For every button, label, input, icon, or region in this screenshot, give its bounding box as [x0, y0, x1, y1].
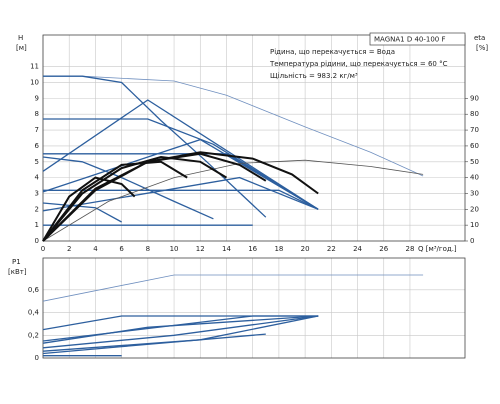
y-tick-label: 3 [35, 189, 39, 197]
series-line [42, 99, 319, 210]
y-tick-label: 0 [35, 354, 39, 362]
y2-tick-label: 0 [470, 237, 474, 245]
series-line [42, 156, 214, 220]
series-line [42, 159, 424, 242]
y2-tick-label: 80 [470, 110, 479, 118]
series-line [42, 151, 319, 242]
y2-tick-label: 20 [470, 205, 479, 213]
annotation: Рідина, що перекачується = Вода [270, 48, 395, 56]
x-tick-label: 8 [146, 245, 150, 253]
y-tick-label: 0,6 [28, 286, 40, 294]
series-line [42, 315, 319, 331]
y2-axis-label: eta [474, 34, 485, 42]
y2-tick-label: 70 [470, 126, 479, 134]
y-tick-label: 2 [35, 205, 39, 213]
plot-frame [42, 257, 466, 359]
y2-tick-label: 30 [470, 189, 479, 197]
y-tick-label: 6 [35, 142, 40, 150]
plot-frame [42, 34, 466, 242]
y2-tick-label: 60 [470, 142, 479, 150]
y-tick-label: 1 [35, 221, 39, 229]
x-tick-label: 0 [41, 245, 45, 253]
series-line [42, 160, 188, 242]
series-line [42, 202, 122, 223]
y2-tick-label: 90 [470, 94, 479, 102]
series-line [42, 315, 319, 349]
x-tick-label: 20 [301, 245, 310, 253]
series-line [42, 315, 319, 344]
title-box [369, 32, 466, 46]
series-line [42, 176, 319, 212]
x-tick-label: 2 [67, 245, 71, 253]
y-tick-label: 5 [35, 158, 39, 166]
y-tick-label: 10 [30, 79, 39, 87]
x-tick-label: 16 [248, 245, 257, 253]
y-tick-label: 9 [35, 94, 39, 102]
y2-tick-label: 10 [470, 221, 479, 229]
series-line [42, 274, 424, 302]
y2-axis-unit: [%] [476, 44, 488, 52]
x-tick-label: 12 [196, 245, 205, 253]
y-axis-unit: [кВт] [8, 268, 27, 276]
annotation: Температура рідини, що перекачується = 6… [269, 60, 448, 68]
x-tick-label: 4 [93, 245, 98, 253]
y2-tick-label: 40 [470, 174, 479, 182]
x-tick-label: 18 [274, 245, 283, 253]
annotation: Щільність = 983.2 кг/м³ [270, 72, 358, 80]
y2-tick-label: 50 [470, 158, 479, 166]
x-tick-label: 28 [405, 245, 414, 253]
series-line [43, 75, 424, 177]
y-tick-label: 4 [35, 174, 40, 182]
y-tick-label: 8 [35, 110, 39, 118]
series-line [43, 118, 319, 210]
x-tick-label: 26 [379, 245, 388, 253]
y-tick-label: 0,2 [28, 331, 39, 339]
x-axis-label: Q [м³/год.] [418, 245, 457, 253]
x-tick-label: 10 [170, 245, 179, 253]
x-tick-label: 24 [353, 245, 362, 253]
x-tick-label: 22 [327, 245, 336, 253]
y-tick-label: 0,4 [28, 309, 40, 317]
y-axis-unit: [м] [16, 44, 27, 52]
x-tick-label: 6 [119, 245, 124, 253]
y-tick-label: 11 [30, 63, 39, 71]
x-tick-label: 14 [222, 245, 231, 253]
y-axis-label: H [18, 34, 23, 42]
series-line [42, 315, 319, 342]
series-line [42, 138, 319, 210]
y-axis-label: P1 [12, 258, 21, 266]
y-tick-label: 7 [35, 126, 39, 134]
chart-title: MAGNA1 D 40-100 F [374, 36, 446, 44]
series-line [42, 176, 136, 242]
series-line [42, 333, 266, 355]
y-tick-label: 0 [35, 237, 39, 245]
series-line [43, 189, 319, 210]
